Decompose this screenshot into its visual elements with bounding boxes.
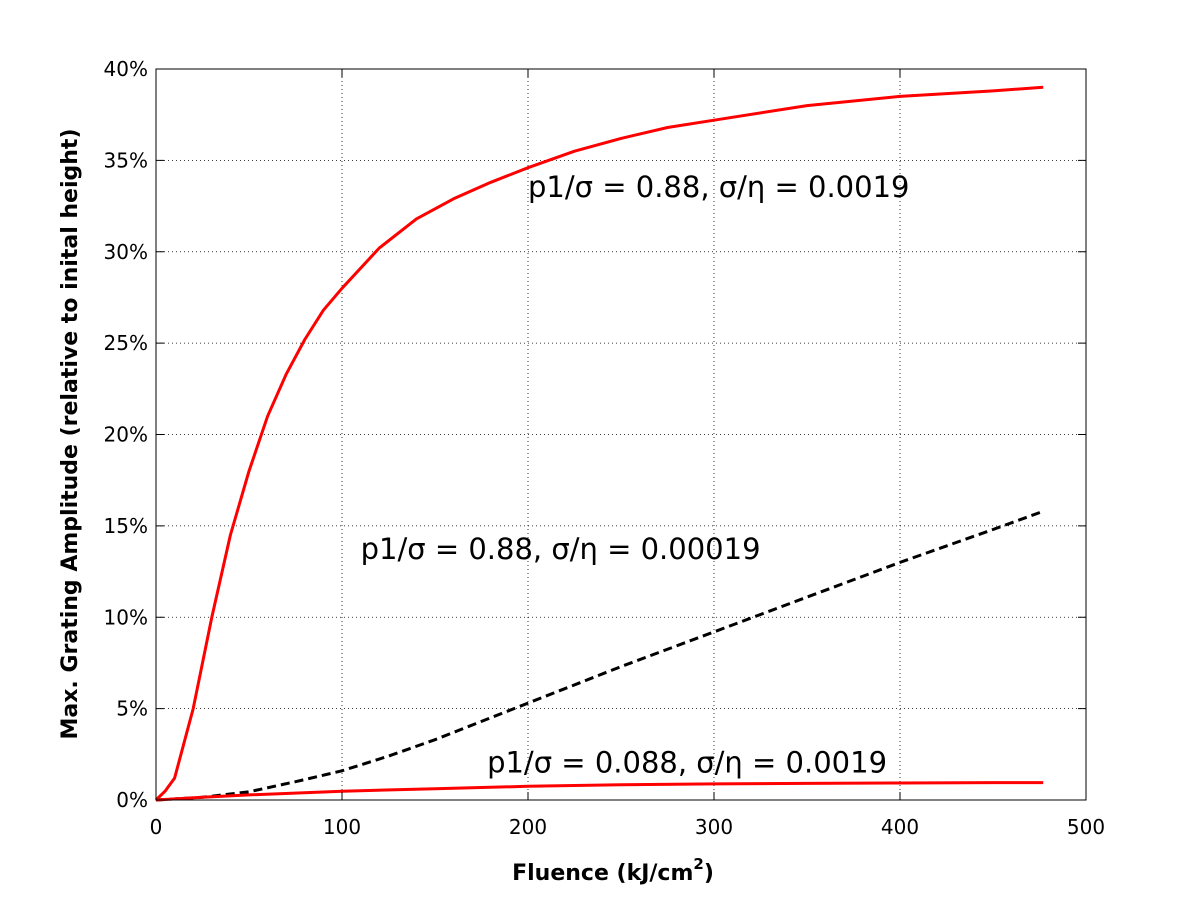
y-tick-label: 25% — [104, 331, 148, 355]
series-line-2 — [155, 509, 1044, 802]
annotation-3: p1/σ = 0.088, σ/η = 0.0019 — [487, 746, 887, 780]
y-tick-label: 5% — [116, 697, 148, 721]
series-line-1 — [154, 85, 1044, 802]
x-tick-label: 300 — [695, 815, 733, 839]
x-axis-label: Fluence (kJ/cm2) — [512, 855, 714, 886]
x-tick-label: 0 — [150, 815, 163, 839]
x-tick-label: 500 — [1067, 815, 1105, 839]
series-group — [154, 85, 1044, 802]
y-tick-label: 35% — [104, 148, 148, 172]
annotations-group: p1/σ = 0.88, σ/η = 0.0019 p1/σ = 0.88, σ/… — [361, 170, 910, 780]
y-tick-label: 20% — [104, 423, 148, 447]
y-axis-label: Max. Grating Amplitude (relative to init… — [58, 128, 83, 739]
series-line-3 — [155, 781, 1044, 802]
y-tick-label: 30% — [104, 240, 148, 264]
x-axis-label-suffix: ) — [704, 861, 714, 886]
x-tick-label: 200 — [509, 815, 547, 839]
x-tick-label: 400 — [881, 815, 919, 839]
y-tick-label: 40% — [104, 57, 148, 81]
annotation-1: p1/σ = 0.88, σ/η = 0.0019 — [528, 170, 910, 204]
annotation-2: p1/σ = 0.88, σ/η = 0.00019 — [361, 532, 761, 566]
x-tick-label: 100 — [323, 815, 361, 839]
ticks-group: 0 100 200 300 400 500 0% 5% 10% 15% 20% 25% 30% 35% 40… — [104, 57, 1106, 839]
x-axis-label-main: Fluence (kJ/cm — [512, 861, 693, 886]
y-tick-label: 15% — [104, 514, 148, 538]
x-axis-label-superscript: 2 — [693, 855, 703, 873]
grid — [156, 69, 1086, 800]
y-tick-label: 10% — [104, 605, 148, 629]
y-tick-label: 0% — [116, 788, 148, 812]
